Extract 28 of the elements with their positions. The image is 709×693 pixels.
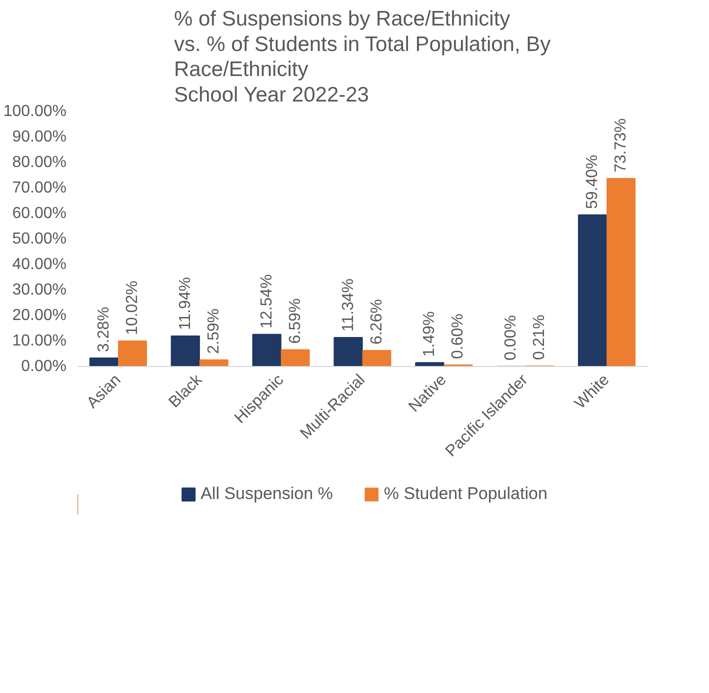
data-label: 2.59% [205,308,222,354]
legend-label: All Suspension % [200,484,333,504]
data-label: 6.59% [286,298,304,344]
y-tick-label: 40.00% [12,256,66,273]
data-label: 0.00% [502,315,520,360]
data-label: 73.73% [612,118,630,172]
y-tick-label: 10.00% [12,332,66,350]
y-tick-label: 50.00% [12,230,66,248]
data-label: 3.28% [95,306,112,352]
y-tick-label: 30.00% [12,282,66,298]
legend-label: % Student Population [384,484,548,504]
y-tick-label: 80.00% [12,154,66,171]
data-label: 12.54% [258,274,276,329]
data-label: 11.94% [176,276,194,330]
data-label: 11.34% [340,278,357,332]
chart-title: % of Suspensions by Race/Ethnicity vs. % of Students in Total Population, By Race/Ethnicity School Year 2022-23 [174,8,552,106]
data-label: 0.60% [450,314,467,359]
data-label: 10.02% [124,280,141,335]
data-label: 1.49% [421,311,438,357]
y-tick-label: 70.00% [12,180,66,196]
data-label: 6.26% [368,299,386,345]
y-tick-label: 100.00% [3,103,67,120]
y-tick-label: 90.00% [12,128,66,146]
y-tick-label: 20.00% [12,307,66,324]
y-tick-label: 60.00% [12,205,66,222]
y-tick-label: 0.00% [21,358,67,375]
data-label: 0.21% [531,314,548,360]
data-label: 59.40% [584,154,602,210]
